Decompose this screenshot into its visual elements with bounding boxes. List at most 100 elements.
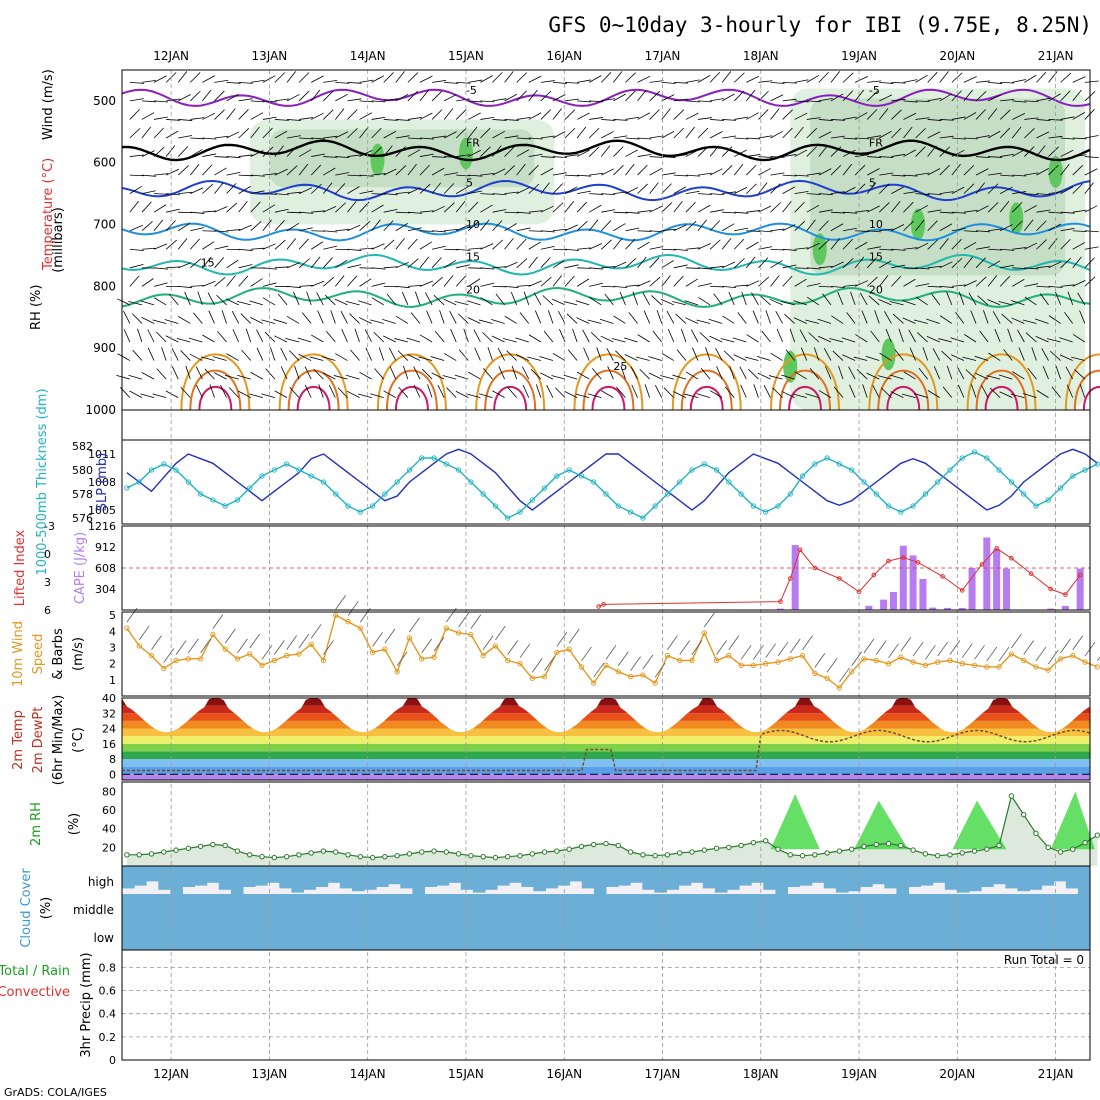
wind-barb <box>1036 220 1047 232</box>
thickness-point <box>1057 485 1064 491</box>
wind-barb <box>515 337 529 343</box>
warm-contour <box>296 385 331 411</box>
wind-barb <box>939 119 954 121</box>
wind-barb <box>975 182 986 194</box>
rh2m-point <box>431 848 437 854</box>
wind-speed-point <box>566 646 572 652</box>
wind-barb <box>446 387 457 398</box>
rh2m-point <box>726 844 732 851</box>
wind-barb <box>407 227 422 232</box>
wind-barb <box>1060 186 1074 194</box>
wind-barb <box>419 334 433 343</box>
thickness-point <box>1021 491 1027 497</box>
wind-barb <box>673 174 688 177</box>
wind-barb <box>261 393 276 399</box>
wind-barb <box>504 119 519 121</box>
wind-barb <box>842 238 853 250</box>
wind-barb-10m <box>789 638 801 654</box>
wind-barb <box>250 221 262 232</box>
precip-tick: 0.4 <box>99 1008 117 1021</box>
wind-barb <box>661 352 675 361</box>
wind-barb <box>178 135 193 139</box>
wind-barb <box>709 220 721 232</box>
wind-barb <box>528 241 541 250</box>
wind-barb <box>202 334 215 343</box>
wind-barb-10m <box>765 643 777 658</box>
wind-barb <box>1060 90 1071 102</box>
wind-barb <box>1024 117 1039 120</box>
wind-barb <box>226 171 241 176</box>
wind-barb <box>1072 112 1085 120</box>
wind-barb-10m <box>1060 638 1071 654</box>
wind-barb <box>1022 393 1037 399</box>
thickness-point <box>885 503 892 509</box>
wind-barb <box>818 335 832 343</box>
wind-barb <box>552 260 566 269</box>
wind-barb <box>660 375 674 380</box>
cloud-high-bar <box>472 866 486 893</box>
wind-barb <box>123 329 131 343</box>
wind-barb <box>673 154 688 157</box>
wind-barb <box>504 135 519 139</box>
wind-barb <box>613 93 626 102</box>
cape-label: CAPE (J/kg) <box>73 532 88 604</box>
wind-barb <box>1000 264 1015 269</box>
wind-barb <box>903 126 913 139</box>
wind-barb <box>975 276 987 287</box>
wind-barb <box>1024 100 1039 103</box>
wind-barb <box>1060 116 1075 120</box>
wind-barb <box>250 201 261 213</box>
wind-barb <box>323 167 336 176</box>
wind-barb <box>394 338 408 343</box>
wind-barb <box>310 112 324 120</box>
wind-barb <box>274 193 289 196</box>
thickness-point <box>1033 503 1039 509</box>
wind-barb <box>480 172 495 176</box>
wind-barb <box>942 386 953 398</box>
temp-band <box>122 728 1090 737</box>
wind-barb <box>963 89 973 102</box>
wind-barb <box>310 334 324 343</box>
wind-barb <box>466 300 481 306</box>
wind-barb <box>238 390 251 398</box>
wind-barb <box>861 310 868 324</box>
wind-barb <box>1084 230 1099 233</box>
cape-tick: 608 <box>95 562 116 575</box>
wind-barb-10m <box>667 635 678 650</box>
wind-barb <box>628 312 638 324</box>
wind-barb <box>729 365 735 380</box>
wind-barb <box>516 258 528 269</box>
wind-barb <box>722 315 735 324</box>
wind-barb <box>286 191 301 195</box>
wind-barb <box>781 301 795 306</box>
wind-barb <box>190 72 201 83</box>
wind-barb <box>770 81 785 84</box>
cloud-high-bar <box>545 866 559 889</box>
wind-barb <box>311 210 326 213</box>
wind-barb <box>492 193 507 196</box>
wind-barb <box>516 90 527 102</box>
wind-barb <box>456 186 469 194</box>
wind-barb <box>576 278 590 287</box>
precip-tick: 0.2 <box>99 1031 117 1044</box>
wind-barb <box>951 137 966 140</box>
wind-barb <box>1036 71 1047 83</box>
wind-barb <box>504 191 519 195</box>
wind-barb <box>567 349 578 361</box>
wind-barb <box>600 72 612 83</box>
wind-barb <box>601 119 616 121</box>
thickness-point <box>775 503 781 509</box>
wind-barb <box>927 209 942 213</box>
wind-barb <box>153 243 168 250</box>
wind-barb <box>1024 296 1037 306</box>
wind-barb-10m <box>863 638 875 654</box>
cape-tick: 304 <box>95 583 116 596</box>
wind-barb <box>249 393 263 399</box>
rh2m-point <box>1033 830 1039 837</box>
wind-barb <box>596 347 602 361</box>
wind-barb <box>842 227 857 232</box>
cloud-high-bar <box>775 866 788 894</box>
wind-speed-point <box>443 625 449 631</box>
wind-barb <box>753 384 759 398</box>
wind-barb <box>274 220 285 231</box>
